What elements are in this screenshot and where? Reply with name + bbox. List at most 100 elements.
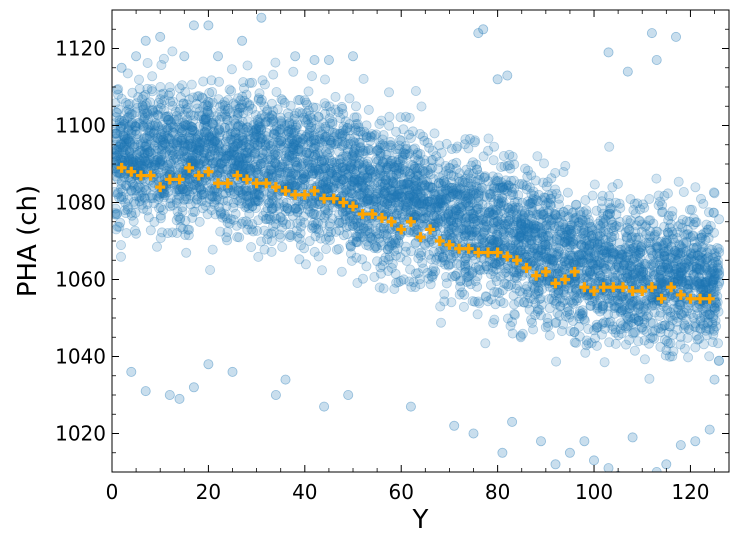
event-point [301, 147, 312, 158]
event-point [561, 237, 572, 248]
event-point [550, 167, 561, 178]
event-point [385, 161, 396, 172]
event-point [318, 161, 329, 172]
event-point [365, 176, 376, 187]
event-point [203, 138, 214, 149]
event-point [125, 120, 136, 131]
event-point [241, 153, 252, 164]
event-point [711, 301, 722, 312]
event-point [304, 206, 315, 217]
event-point [431, 151, 442, 162]
event-point [315, 233, 326, 244]
event-point [625, 194, 636, 205]
event-point [363, 194, 374, 205]
event-point [604, 259, 615, 270]
event-point [241, 153, 252, 164]
event-point [315, 127, 326, 138]
event-point [401, 255, 412, 266]
event-point [249, 138, 260, 149]
event-point [173, 114, 184, 125]
event-point [316, 265, 327, 276]
event-point [209, 128, 220, 139]
event-point [450, 205, 461, 216]
event-point [306, 117, 317, 128]
event-point [636, 322, 647, 333]
event-point [545, 227, 556, 238]
event-point [673, 253, 684, 264]
event-point [222, 235, 233, 246]
event-point [431, 210, 442, 221]
event-point [269, 129, 280, 140]
event-point [167, 96, 178, 107]
event-point [128, 142, 139, 153]
event-point [138, 120, 149, 131]
event-point [187, 142, 198, 153]
event-point [709, 188, 720, 199]
event-point [126, 154, 137, 165]
event-point [487, 204, 498, 215]
event-point [213, 125, 224, 136]
event-point [182, 224, 193, 235]
event-point [434, 251, 445, 262]
event-point [155, 159, 166, 170]
event-point [140, 89, 151, 100]
event-point [362, 219, 373, 230]
event-point [491, 176, 502, 187]
event-point [167, 46, 178, 57]
event-point [546, 293, 557, 304]
event-point [474, 174, 485, 185]
event-point [692, 334, 703, 345]
event-point [525, 198, 536, 209]
event-point [152, 152, 163, 163]
event-point [183, 181, 194, 192]
event-point [142, 58, 153, 69]
event-point [408, 199, 419, 210]
event-point [712, 297, 723, 308]
event-point [581, 235, 592, 246]
event-point [157, 156, 168, 167]
event-point [457, 199, 468, 210]
event-point [445, 191, 456, 202]
event-point [694, 264, 705, 275]
event-point [172, 137, 183, 148]
event-point [644, 233, 655, 244]
event-point [424, 196, 435, 207]
event-point [303, 86, 314, 97]
event-point [713, 355, 724, 366]
event-point [676, 247, 687, 258]
event-point [137, 110, 148, 121]
event-point [662, 227, 673, 238]
event-point [193, 130, 204, 141]
event-point [277, 241, 288, 252]
event-point [119, 118, 130, 129]
event-point [382, 233, 393, 244]
event-point [463, 143, 474, 154]
event-point [581, 335, 592, 346]
event-point [551, 296, 562, 307]
event-point [414, 199, 425, 210]
event-point [284, 179, 295, 190]
event-point [608, 247, 619, 258]
event-point [703, 317, 714, 328]
event-point [398, 147, 409, 158]
event-point [525, 239, 536, 250]
event-point [605, 204, 616, 215]
event-point [323, 226, 334, 237]
event-point [630, 253, 641, 264]
event-point [218, 195, 229, 206]
event-point [120, 98, 131, 109]
event-point [576, 250, 587, 261]
event-point [371, 146, 382, 157]
event-point [265, 164, 276, 175]
event-point [490, 264, 501, 275]
event-point [146, 127, 157, 138]
event-point [645, 317, 656, 328]
event-point [576, 233, 587, 244]
event-point [459, 231, 470, 242]
event-point [112, 112, 122, 123]
event-point [393, 159, 404, 170]
event-point [675, 262, 686, 273]
event-point [713, 338, 724, 349]
event-point [306, 71, 317, 82]
event-point [153, 110, 164, 121]
